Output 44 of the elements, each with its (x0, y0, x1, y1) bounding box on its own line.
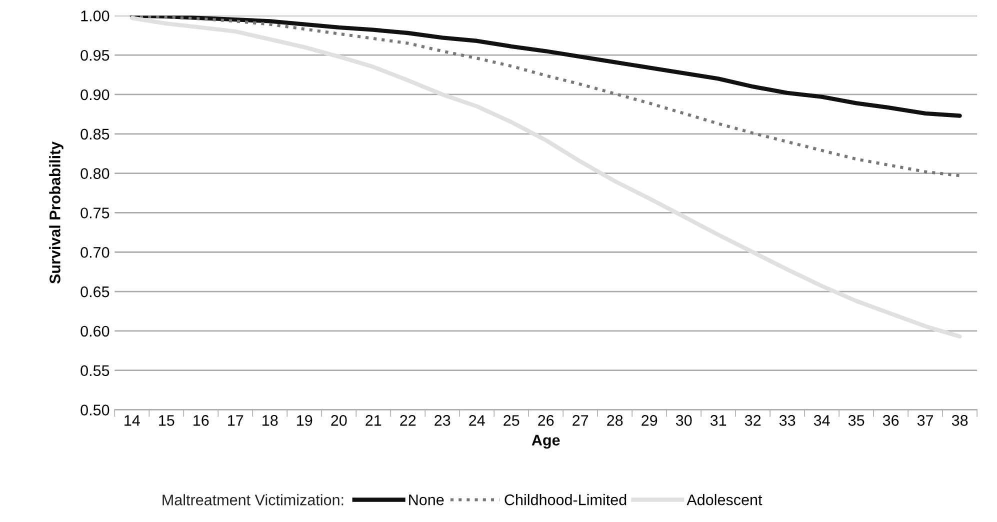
x-tick-label: 17 (228, 415, 244, 426)
x-tick-label: 33 (779, 415, 796, 426)
x-tick-label: 18 (262, 415, 278, 426)
y-tick-label: 0.60 (80, 326, 110, 337)
x-tick-label: 15 (159, 415, 174, 426)
x-tick-label: 25 (504, 415, 520, 426)
y-tick-label: 0.95 (80, 50, 110, 61)
legend-label: Childhood-Limited (504, 494, 626, 506)
y-tick-label: 0.80 (80, 168, 110, 179)
x-tick-label: 22 (400, 415, 416, 426)
legend-label: Adolescent (686, 494, 762, 506)
x-tick-label: 19 (297, 415, 312, 426)
x-axis-title: Age (532, 434, 560, 449)
y-axis-title: Survival Probability (49, 141, 64, 284)
y-tick-label: 1.00 (81, 10, 110, 22)
x-tick-label: 38 (952, 415, 968, 426)
x-tick-label: 23 (434, 415, 450, 426)
y-tick-label: 0.70 (80, 246, 110, 258)
x-tick-label: 31 (710, 415, 726, 426)
x-tick-label: 32 (744, 415, 761, 426)
line-series (130, 16, 962, 339)
y-tick-label: 0.85 (80, 128, 110, 140)
y-tick-label: 0.65 (80, 286, 110, 298)
x-tick-label: 28 (607, 415, 623, 426)
x-tick-label: 35 (848, 415, 864, 426)
x-tick-label: 36 (882, 415, 899, 426)
y-tick-label: 0.90 (80, 89, 110, 100)
y-tick-label: 0.75 (80, 208, 110, 218)
x-tick-label: 16 (194, 415, 209, 426)
y-tick-label: 0.55 (80, 365, 110, 376)
x-tick-label: 26 (538, 415, 554, 426)
x-tick-label: 24 (469, 415, 485, 426)
x-tick-label: 20 (331, 415, 347, 426)
x-tick-label: 34 (814, 415, 830, 426)
x-tick-label: 37 (917, 415, 934, 426)
x-tick-label: 27 (572, 415, 588, 426)
line-series (130, 16, 962, 118)
legend-title: Maltreatment Victimization: (162, 494, 344, 506)
x-tick-label: 21 (366, 415, 382, 426)
y-tick-label: 0.50 (80, 404, 110, 416)
x-tick-label: 14 (124, 415, 140, 426)
legend-label: None (409, 494, 444, 506)
x-tick-label: 29 (642, 415, 658, 426)
x-tick-label: 30 (676, 415, 692, 426)
